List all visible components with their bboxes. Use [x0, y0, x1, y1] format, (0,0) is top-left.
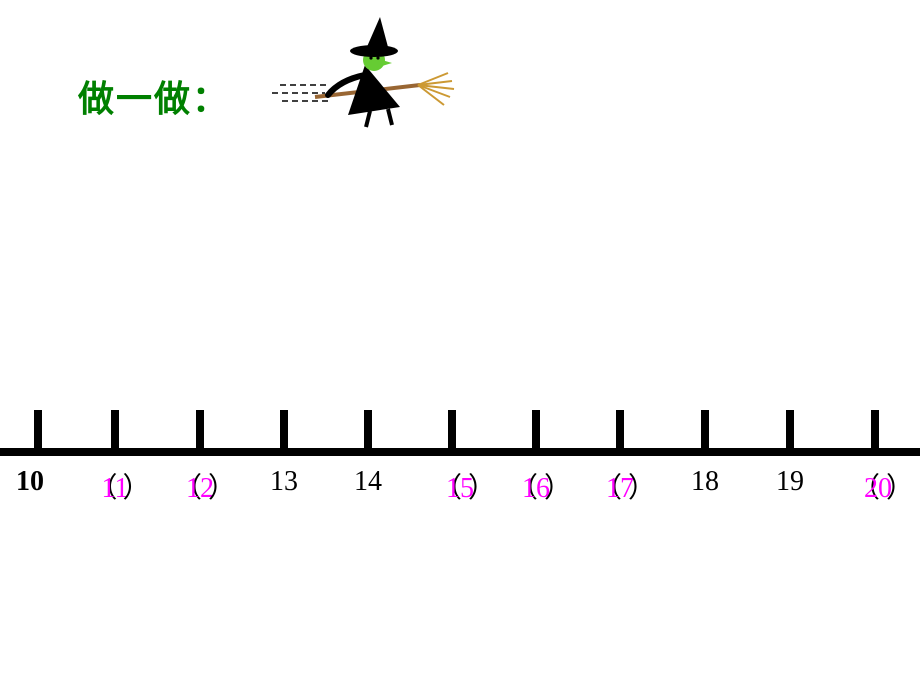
- number-line-label: （17）: [594, 466, 646, 506]
- number-line-tick: [616, 410, 624, 450]
- number-line-tick: [448, 410, 456, 450]
- number-line-axis: [0, 448, 920, 456]
- number-line-tick: [364, 410, 372, 450]
- number-line-tick: [34, 410, 42, 450]
- number-line-label: 19: [776, 466, 804, 498]
- witch-illustration: [270, 15, 460, 135]
- number-line-label: 13: [270, 466, 298, 498]
- number-line-label: 18: [691, 466, 719, 498]
- number-line-label: （16）: [510, 466, 562, 506]
- number-line-label: （12）: [174, 466, 226, 506]
- number-line-tick: [871, 410, 879, 450]
- number-line-tick: [196, 410, 204, 450]
- number-line-label: 10: [16, 466, 44, 498]
- number-line-label: 14: [354, 466, 382, 498]
- number-line-label: （11）: [90, 466, 141, 506]
- number-line-label: （20）: [852, 466, 904, 506]
- page-title: 做一做：: [78, 70, 230, 122]
- number-line-tick: [112, 428, 118, 450]
- number-line-label: （15）: [434, 466, 486, 506]
- number-line-tick: [280, 410, 288, 450]
- number-line-tick: [701, 410, 709, 450]
- number-line-tick: [532, 410, 540, 450]
- number-line-tick: [786, 410, 794, 450]
